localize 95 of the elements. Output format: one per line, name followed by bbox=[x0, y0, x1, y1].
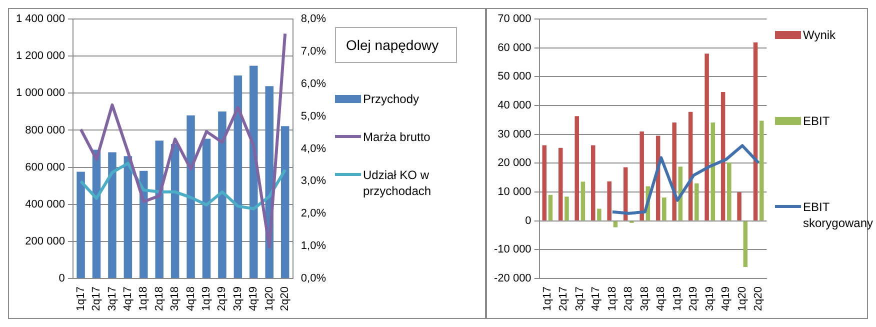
y-tick-label: 0 bbox=[525, 214, 532, 227]
x-tick-label: 3q17 bbox=[574, 286, 586, 312]
bar bbox=[280, 126, 290, 278]
bar bbox=[186, 115, 195, 278]
y-tick-label: 600 000 bbox=[25, 161, 65, 174]
x-tick-label: 1q19 bbox=[671, 286, 684, 312]
bar bbox=[574, 116, 579, 220]
x-tick-label: 2q20 bbox=[279, 286, 292, 312]
x-tick-label: 3q17 bbox=[106, 286, 118, 312]
bar bbox=[234, 76, 242, 278]
bar bbox=[548, 194, 553, 220]
x-tick-label: 2q17 bbox=[558, 286, 570, 312]
x-tick-label: 2q18 bbox=[153, 286, 166, 312]
bar bbox=[170, 144, 180, 278]
bar bbox=[558, 148, 563, 220]
y-tick-label: 20 000 bbox=[498, 157, 532, 170]
y2-tick-label: 3,0% bbox=[300, 175, 326, 188]
y-tick-label: -10 000 bbox=[494, 244, 532, 256]
y-tick-label: 400 000 bbox=[25, 198, 65, 210]
y-tick-label: 800 000 bbox=[25, 124, 65, 136]
bar bbox=[590, 145, 596, 220]
x-tick-label: 2q20 bbox=[752, 286, 765, 312]
legend-label: Udział KO w przychodach bbox=[363, 167, 432, 199]
y-tick-label: 0 bbox=[58, 272, 65, 285]
legend-label: EBIT skorygowany bbox=[803, 199, 874, 231]
bar bbox=[737, 192, 742, 220]
bar bbox=[704, 54, 709, 220]
bar bbox=[140, 170, 148, 278]
y-tick-label: 60 000 bbox=[498, 42, 532, 54]
y2-tick-label: 4,0% bbox=[300, 142, 326, 155]
legend-label: Marża brutto bbox=[363, 129, 430, 145]
bar bbox=[753, 42, 758, 220]
bar bbox=[250, 66, 258, 278]
bar bbox=[760, 120, 764, 220]
y2-tick-label: 5,0% bbox=[300, 110, 326, 122]
x-tick-label: 2q18 bbox=[622, 286, 635, 312]
x-tick-label: 1q20 bbox=[736, 286, 748, 312]
y2-tick-label: 7,0% bbox=[300, 45, 326, 58]
x-tick-label: 1q17 bbox=[74, 286, 87, 312]
legend-label: EBIT bbox=[803, 113, 830, 129]
x-tick-label: 1q18 bbox=[606, 286, 618, 312]
x-tick-label: 3q18 bbox=[638, 286, 651, 312]
bar bbox=[580, 182, 586, 220]
bar bbox=[542, 145, 547, 220]
x-tick-label: 4q17 bbox=[590, 286, 602, 312]
bar bbox=[597, 208, 602, 220]
x-tick-label: 1q18 bbox=[138, 286, 150, 312]
x-tick-label: 4q19 bbox=[248, 286, 260, 312]
y-tick-label: 1 200 000 bbox=[16, 50, 65, 62]
y2-tick-label: 0,0% bbox=[300, 272, 326, 285]
bar bbox=[720, 92, 726, 220]
x-tick-label: 3q18 bbox=[169, 286, 182, 312]
legend-title: Olej napędowy bbox=[335, 27, 457, 63]
y-tick-label: 30 000 bbox=[498, 128, 532, 140]
x-tick-label: 2q19 bbox=[688, 286, 700, 312]
bar bbox=[218, 112, 226, 278]
x-tick-label: 4q18 bbox=[655, 286, 668, 312]
bar bbox=[694, 183, 699, 220]
x-tick-label: 1q20 bbox=[263, 286, 276, 312]
x-tick-label: 1q19 bbox=[200, 286, 213, 312]
x-tick-label: 3q19 bbox=[704, 286, 716, 312]
y-tick-label: 70 000 bbox=[498, 13, 532, 26]
bar bbox=[124, 156, 132, 278]
y-tick-label: 1 400 000 bbox=[16, 13, 65, 26]
y-tick-label: 40 000 bbox=[498, 100, 532, 112]
bar bbox=[710, 122, 716, 220]
x-tick-label: 2q19 bbox=[216, 286, 228, 312]
bar bbox=[640, 131, 644, 220]
bar bbox=[672, 122, 676, 220]
bar bbox=[108, 152, 116, 278]
y-tick-label: 10 000 bbox=[498, 186, 532, 198]
y-tick-label: 200 000 bbox=[25, 235, 65, 248]
bar bbox=[564, 196, 569, 220]
bar bbox=[662, 198, 666, 220]
y2-tick-label: 2,0% bbox=[300, 208, 326, 220]
x-tick-label: 4q18 bbox=[184, 286, 197, 312]
bar bbox=[155, 140, 164, 278]
y-tick-label: -20 000 bbox=[494, 272, 532, 285]
y-tick-label: 1 000 000 bbox=[16, 87, 65, 100]
y2-tick-label: 6,0% bbox=[300, 78, 326, 90]
x-tick-label: 3q19 bbox=[232, 286, 244, 312]
x-tick-label: 4q19 bbox=[720, 286, 732, 312]
bar bbox=[76, 172, 85, 278]
bar bbox=[727, 162, 732, 220]
legend-label: Przychody bbox=[363, 91, 420, 107]
y2-tick-label: 8,0% bbox=[300, 13, 326, 26]
x-tick-label: 4q17 bbox=[122, 286, 134, 312]
bar bbox=[743, 221, 748, 267]
bar bbox=[607, 181, 612, 220]
x-tick-label: 1q17 bbox=[541, 286, 554, 312]
y2-tick-label: 1,0% bbox=[300, 240, 326, 252]
bar bbox=[202, 138, 211, 278]
y-tick-label: 50 000 bbox=[498, 70, 532, 83]
x-tick-label: 2q17 bbox=[90, 286, 103, 312]
legend-label: Wynik bbox=[803, 27, 836, 43]
